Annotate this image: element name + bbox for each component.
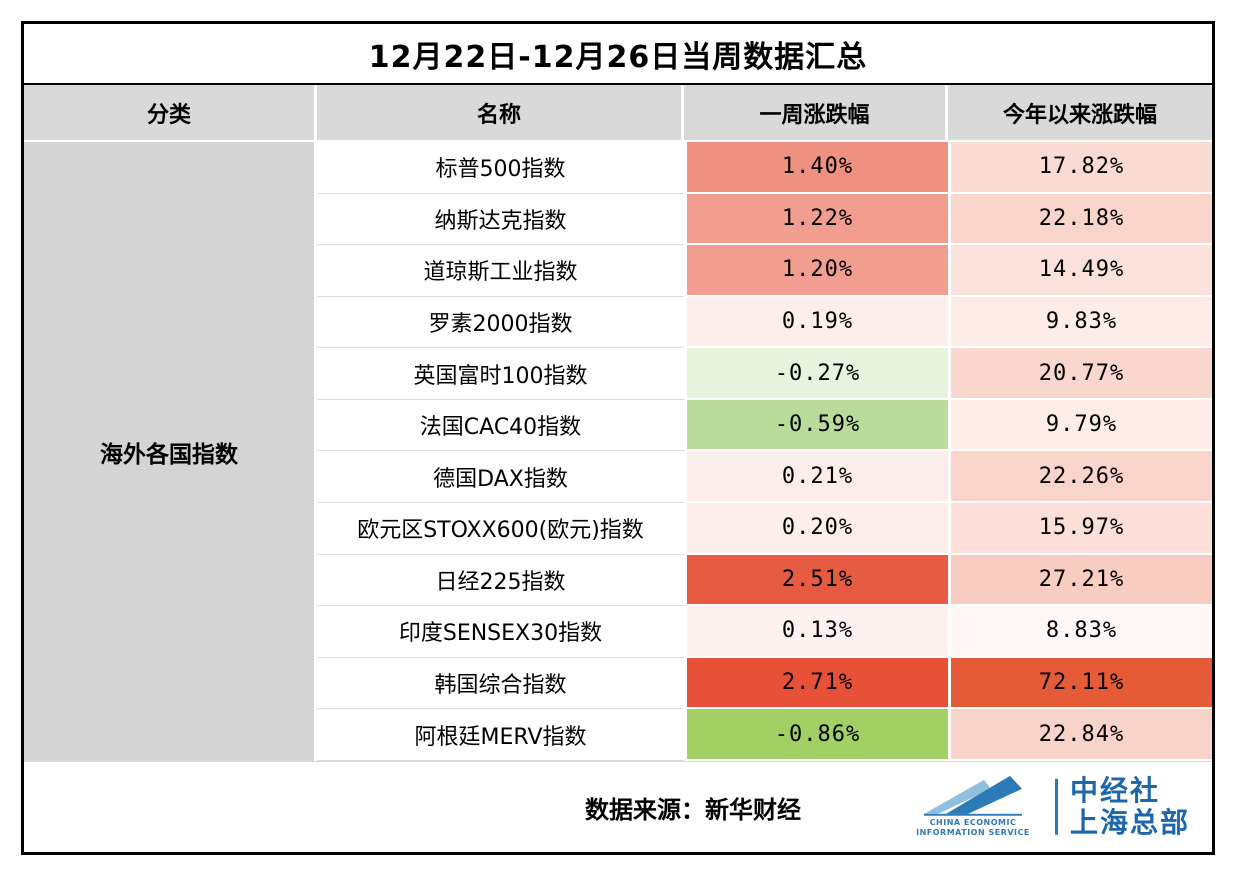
ytd-change-value: 22.84% (948, 709, 1212, 761)
header-category: 分类 (24, 85, 317, 142)
table-row: 标普500指数 1.40% 17.82% (317, 142, 1212, 194)
index-name: 日经225指数 (317, 554, 684, 607)
table-rows: 标普500指数 1.40% 17.82% 纳斯达克指数 1.22% 22.18%… (317, 142, 1212, 761)
ytd-change-value: 9.79% (948, 399, 1212, 452)
index-name: 印度SENSEX30指数 (317, 606, 684, 658)
week-change-value: -0.86% (684, 709, 948, 761)
index-name: 罗素2000指数 (317, 296, 684, 349)
table-row: 德国DAX指数 0.21% 22.26% (317, 451, 1212, 504)
week-change-value: 0.20% (684, 503, 948, 555)
index-name: 法国CAC40指数 (317, 399, 684, 452)
ytd-change-value: 15.97% (948, 503, 1212, 555)
ytd-change-value: 22.26% (948, 451, 1212, 504)
week-change-value: 1.20% (684, 245, 948, 297)
title-row: 12月22日-12月26日当周数据汇总 (24, 24, 1212, 85)
table-row: 罗素2000指数 0.19% 9.83% (317, 296, 1212, 349)
logo-wordmark-line2: 上海总部 (1069, 806, 1190, 839)
index-name: 纳斯达克指数 (317, 193, 684, 246)
table-row: 日经225指数 2.51% 27.21% (317, 554, 1212, 607)
logo-divider (1054, 779, 1058, 835)
week-change-value: 1.22% (684, 193, 948, 246)
index-name: 欧元区STOXX600(欧元)指数 (317, 503, 684, 555)
ytd-change-value: 9.83% (948, 296, 1212, 349)
week-change-value: 2.71% (684, 657, 948, 710)
footer: 数据来源：新华财经 CHINA ECONOMIC INFORMATION SER… (24, 762, 1212, 852)
ytd-change-value: 72.11% (948, 657, 1212, 710)
table-row: 印度SENSEX30指数 0.13% 8.83% (317, 606, 1212, 658)
table-row: 道琼斯工业指数 1.20% 14.49% (317, 245, 1212, 297)
page-title: 12月22日-12月26日当周数据汇总 (368, 39, 868, 75)
week-change-value: 0.21% (684, 451, 948, 504)
index-name: 道琼斯工业指数 (317, 245, 684, 297)
category-cell: 海外各国指数 (24, 142, 317, 761)
table-body: 海外各国指数 标普500指数 1.40% 17.82% 纳斯达克指数 1.22%… (24, 142, 1212, 762)
index-name: 阿根廷MERV指数 (317, 709, 684, 761)
ytd-change-value: 8.83% (948, 606, 1212, 658)
week-change-value: 1.40% (684, 142, 948, 194)
table-row: 阿根廷MERV指数 -0.86% 22.84% (317, 709, 1212, 761)
week-change-value: 0.13% (684, 606, 948, 658)
ytd-change-value: 14.49% (948, 245, 1212, 297)
data-source-label: 数据来源：新华财经 (585, 795, 801, 824)
ytd-change-value: 17.82% (948, 142, 1212, 194)
table-row: 法国CAC40指数 -0.59% 9.79% (317, 399, 1212, 452)
index-name: 标普500指数 (317, 142, 684, 194)
week-change-value: -0.27% (684, 348, 948, 400)
week-change-value: 0.19% (684, 296, 948, 349)
table-row: 纳斯达克指数 1.22% 22.18% (317, 193, 1212, 246)
header-name: 名称 (317, 85, 684, 142)
logo-wordmark-line1: 中经社 (1069, 773, 1160, 807)
week-change-value: -0.59% (684, 399, 948, 452)
table-row: 韩国综合指数 2.71% 72.11% (317, 657, 1212, 710)
index-name: 韩国综合指数 (317, 657, 684, 710)
logo-swoosh-icon (923, 775, 1022, 816)
index-name: 英国富时100指数 (317, 348, 684, 400)
index-name: 德国DAX指数 (317, 451, 684, 504)
logo-mark: CHINA ECONOMIC INFORMATION SERVICE (903, 775, 1043, 839)
table-row: 英国富时100指数 -0.27% 20.77% (317, 348, 1212, 400)
week-change-value: 2.51% (684, 554, 948, 607)
header-week-change: 一周涨跌幅 (684, 85, 948, 142)
logo-caption: CHINA ECONOMIC INFORMATION SERVICE (916, 817, 1030, 837)
table-header-row: 分类 名称 一周涨跌幅 今年以来涨跌幅 (24, 85, 1212, 142)
ytd-change-value: 20.77% (948, 348, 1212, 400)
publisher-logo: CHINA ECONOMIC INFORMATION SERVICE 中经社 上… (903, 773, 1190, 839)
ytd-change-value: 22.18% (948, 193, 1212, 246)
logo-wordmark: 中经社 上海总部 (1069, 773, 1190, 839)
table-row: 欧元区STOXX600(欧元)指数 0.20% 15.97% (317, 503, 1212, 555)
weekly-data-summary-card: 12月22日-12月26日当周数据汇总 分类 名称 一周涨跌幅 今年以来涨跌幅 … (21, 21, 1215, 855)
ytd-change-value: 27.21% (948, 554, 1212, 607)
header-ytd-change: 今年以来涨跌幅 (948, 85, 1212, 142)
